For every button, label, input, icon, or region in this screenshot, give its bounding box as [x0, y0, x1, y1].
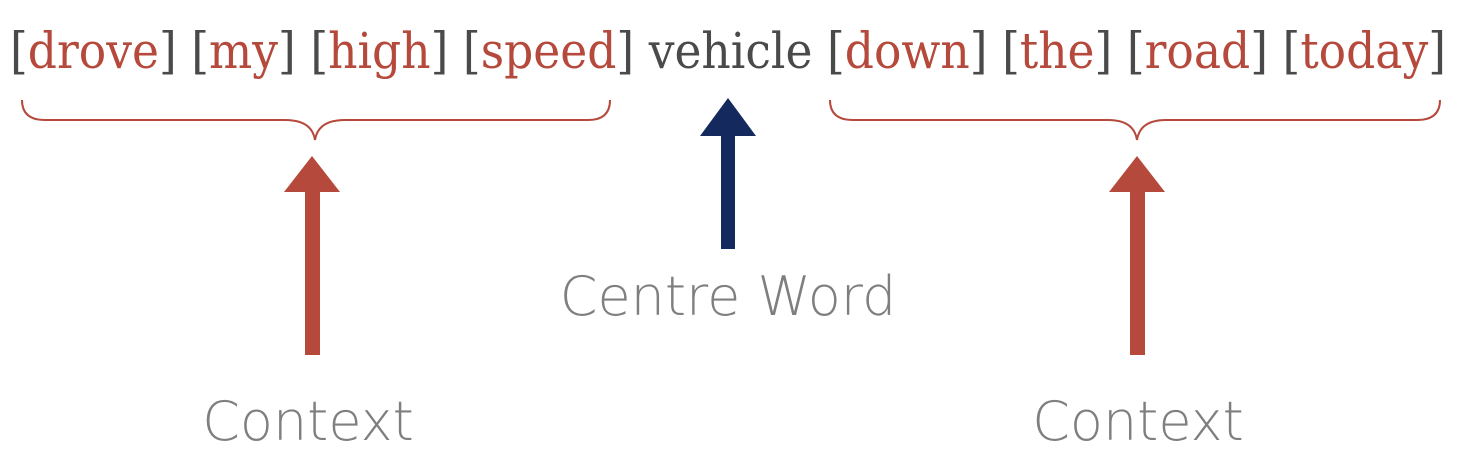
word-space: [988, 22, 1003, 80]
bracket-open: [: [463, 22, 481, 80]
bracket-close: ]: [1095, 22, 1113, 80]
bracket-close: ]: [970, 22, 988, 80]
left-context-brace: [22, 100, 610, 140]
bracket-open: [: [1283, 22, 1301, 80]
word-space: [634, 22, 649, 80]
centre-word-vehicle: vehicle: [648, 22, 813, 80]
right-context-arrow: [1109, 156, 1165, 355]
centre-word-label: Centre Word: [560, 265, 897, 328]
bracket-open: [: [191, 22, 209, 80]
sentence-line: [drove] [my] [high] [speed] vehicle [dow…: [10, 22, 1446, 80]
bracket-close: ]: [159, 22, 177, 80]
word-space: [448, 22, 463, 80]
centre-arrow-head: [700, 98, 756, 136]
left-arrow-head: [284, 156, 340, 192]
context-word-speed: speed: [481, 22, 617, 80]
word-space: [177, 22, 192, 80]
bracket-open: [: [10, 22, 28, 80]
bracket-open: [: [827, 22, 845, 80]
bracket-open: [: [310, 22, 328, 80]
right-arrow-head: [1109, 156, 1165, 192]
bracket-open: [: [1127, 22, 1145, 80]
bracket-close: ]: [616, 22, 634, 80]
centre-word-arrow: [700, 98, 756, 249]
context-word-down: down: [845, 22, 970, 80]
bracket-close: ]: [1250, 22, 1268, 80]
bracket-close: ]: [1428, 22, 1446, 80]
word-space: [812, 22, 827, 80]
left-arrow-shaft: [305, 190, 320, 355]
left-context-label: Context: [202, 390, 414, 450]
right-context-brace: [830, 100, 1440, 140]
word-space: [1112, 22, 1127, 80]
context-word-high: high: [328, 22, 430, 80]
right-context-label: Context: [1032, 390, 1244, 450]
bracket-close: ]: [278, 22, 296, 80]
context-word-drove: drove: [28, 22, 159, 80]
context-word-my: my: [209, 22, 279, 80]
context-word-the: the: [1020, 22, 1095, 80]
bracket-close: ]: [431, 22, 449, 80]
context-word-road: road: [1145, 22, 1251, 80]
bracket-open: [: [1002, 22, 1020, 80]
word-space: [296, 22, 311, 80]
context-word-today: today: [1300, 22, 1429, 80]
right-arrow-shaft: [1130, 190, 1145, 355]
centre-arrow-shaft: [721, 134, 735, 249]
left-context-arrow: [284, 156, 340, 355]
word-space: [1268, 22, 1283, 80]
